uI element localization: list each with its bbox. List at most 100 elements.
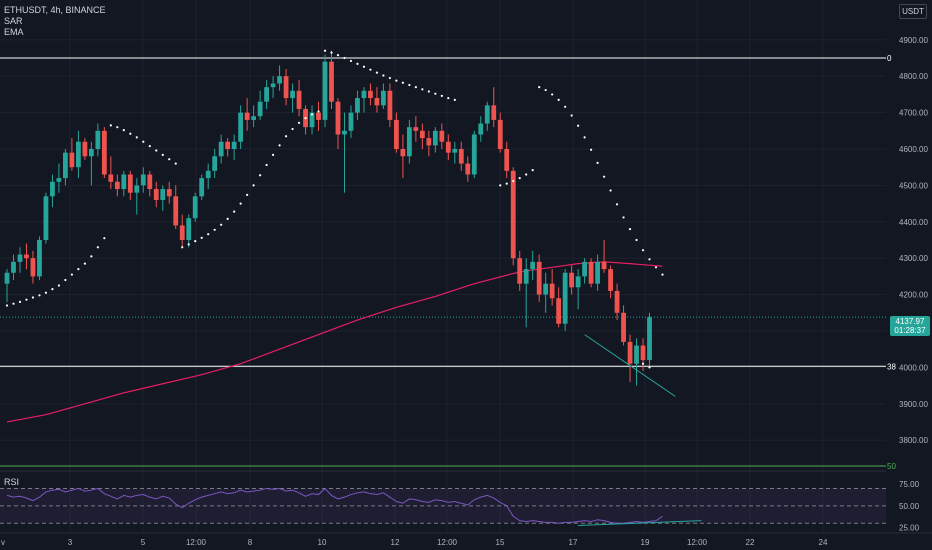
ema-polyline — [6, 261, 663, 423]
sar-dot-49 — [323, 49, 327, 52]
candle-body-60 — [394, 119, 399, 150]
sar-dot-9 — [64, 278, 67, 282]
sar-dot-63 — [414, 86, 417, 89]
price-tick-label-4200: 4200.00 — [899, 291, 928, 300]
sar-dot-91 — [635, 238, 638, 242]
price-tick-label-4900: 4900.00 — [899, 36, 928, 45]
candle-body-8 — [56, 178, 62, 182]
rsi-line — [6, 487, 663, 524]
candle-body-66 — [432, 130, 438, 146]
candle-body-87 — [569, 272, 575, 288]
sar-dot-78 — [551, 93, 554, 96]
candle-body-7 — [50, 181, 55, 197]
sar-dot-93 — [648, 258, 651, 261]
candle-body-94 — [614, 290, 620, 313]
candle-body-12 — [82, 141, 88, 157]
time-tick-label-8: 15 — [496, 538, 505, 547]
candle-body-64 — [419, 130, 425, 139]
candle-body-43 — [283, 76, 289, 99]
candle-body-96 — [627, 341, 633, 364]
time-tick-label-6: 12 — [391, 538, 400, 547]
sar-dot-55 — [362, 65, 366, 68]
candle-body-3 — [24, 254, 29, 259]
sar-dot-19 — [129, 132, 132, 135]
symbol-title[interactable]: ETHUSDT, 4h, BINANCE — [4, 5, 106, 15]
sar-dot-39 — [259, 174, 262, 177]
sar-dot-47 — [310, 113, 314, 116]
price-axis[interactable]: 3800.003900.004000.004100.004200.004300.… — [886, 0, 932, 550]
candle-body-75 — [491, 105, 497, 120]
time-axis[interactable]: v 3 5 12:00 8 10 12 12:00 15 17 19 12:00 22 24 — [0, 532, 932, 547]
grid — [0, 0, 932, 532]
chart-legend: ETHUSDT, 4h, BINANCE SAR EMA — [4, 5, 106, 38]
rsi-legend-label[interactable]: RSI — [4, 477, 20, 487]
sar-dot-50 — [330, 51, 333, 54]
candle-body-35 — [231, 141, 237, 150]
candle-body-70 — [458, 149, 464, 164]
sar-dot-30 — [200, 236, 203, 239]
sar-dot-44 — [291, 127, 294, 131]
sar-dot-38 — [252, 184, 255, 187]
sar-dot-67 — [440, 94, 443, 97]
sar-dot-20 — [135, 136, 138, 139]
candle-body-48 — [316, 112, 321, 120]
sar-dot-10 — [70, 273, 73, 276]
sar-dot-81 — [570, 114, 573, 117]
rsi-trendline — [578, 520, 702, 526]
sar-dot-74 — [525, 173, 528, 176]
sar-dot-62 — [408, 83, 411, 87]
candle-body-69 — [452, 149, 458, 153]
price-axis-bg — [886, 0, 932, 550]
sar-dot-66 — [434, 92, 437, 95]
sar-dot-3 — [25, 298, 28, 301]
candle-body-73 — [478, 123, 484, 135]
currency-button[interactable]: USDT — [899, 4, 927, 19]
sar-dot-60 — [395, 79, 398, 82]
candle-body-74 — [484, 105, 490, 124]
sar-dot-28 — [187, 243, 190, 246]
candle-body-84 — [549, 283, 555, 299]
sar-dot-36 — [239, 202, 242, 205]
ema-line — [6, 261, 663, 423]
sar-dot-5 — [38, 294, 41, 297]
price-trendline[interactable] — [584, 334, 676, 397]
candle-body-93 — [608, 269, 613, 291]
candle-body-21 — [140, 174, 146, 186]
candle-body-78 — [510, 170, 516, 259]
candle-body-11 — [75, 141, 81, 168]
candle-body-26 — [173, 196, 179, 226]
candle-body-34 — [225, 141, 231, 150]
indicator-sar-label[interactable]: SAR — [4, 16, 23, 26]
sar-dot-87 — [609, 189, 612, 192]
candle-body-23 — [153, 189, 159, 200]
axis-level-label-1: 38 — [887, 362, 896, 371]
sar-dot-22 — [148, 145, 151, 148]
candle-body-95 — [621, 312, 626, 342]
candle-body-77 — [504, 149, 510, 171]
sar-dot-83 — [583, 136, 586, 139]
candle-body-55 — [361, 90, 367, 99]
sar-dot-31 — [207, 233, 210, 236]
candle-body-83 — [543, 283, 549, 295]
sar-dot-18 — [122, 128, 125, 132]
candle-body-91 — [595, 261, 600, 284]
sar-dot-0 — [5, 304, 9, 307]
sar-dot-37 — [246, 193, 249, 196]
candle-body-61 — [400, 149, 406, 157]
price-tick-label-4500: 4500.00 — [899, 181, 928, 190]
price-tick-label-4700: 4700.00 — [899, 109, 928, 118]
sar-dot-27 — [181, 246, 184, 249]
candle-body-27 — [179, 225, 185, 240]
candle-body-32 — [212, 156, 218, 171]
sar-dot-40 — [265, 163, 268, 167]
axis-level-label-0: 0 — [887, 54, 892, 63]
candle-body-33 — [218, 141, 224, 157]
sar-dot-2 — [18, 300, 22, 303]
sar-dot-90 — [628, 227, 632, 231]
indicator-ema-label[interactable]: EMA — [4, 27, 24, 37]
sar-dot-71 — [505, 182, 508, 185]
candle-body-57 — [374, 98, 380, 106]
candle-body-97 — [634, 345, 639, 364]
time-tick-label-5: 10 — [318, 538, 327, 547]
